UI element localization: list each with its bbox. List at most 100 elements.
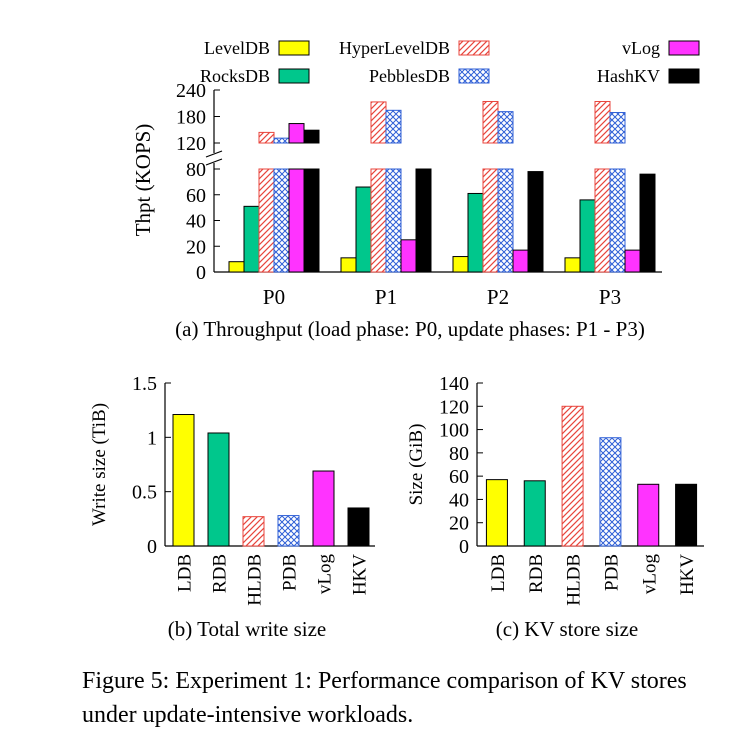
bar-lower — [594, 168, 611, 273]
bar — [312, 470, 335, 547]
y-tick-label: 0 — [147, 536, 157, 558]
y-tick-label: 120 — [439, 396, 469, 418]
write-size-chart: 0 0.5 1 1.5 Write size (TiB) LDB RDB HLDB PDB vLo… — [89, 373, 375, 641]
bar — [277, 515, 300, 547]
bar — [228, 261, 245, 273]
bar — [599, 437, 622, 547]
x-tick-label: P3 — [599, 285, 621, 309]
bar — [340, 257, 357, 273]
y-tick-label: 140 — [439, 373, 469, 395]
bar-upper — [497, 111, 514, 144]
x-tick-label: HKV — [350, 554, 371, 595]
bar-lower — [609, 168, 626, 273]
bar-lower — [482, 168, 499, 273]
x-tick-label: vLog — [315, 554, 336, 595]
x-tick-label: HKV — [677, 554, 698, 595]
y-tick-label: 240 — [176, 80, 206, 102]
bar-lower — [385, 168, 402, 273]
x-tick-label: vLog — [639, 554, 660, 595]
bar — [639, 173, 656, 273]
legend-swatch — [668, 40, 700, 56]
x-tick-label: HLDB — [564, 554, 585, 606]
y-tick-label: 1.5 — [132, 373, 157, 395]
legend-label: HashKV — [597, 66, 660, 86]
y-tick-label: 100 — [439, 420, 469, 442]
bar-upper — [273, 137, 290, 144]
bar-upper — [594, 100, 611, 144]
x-tick-label: RDB — [210, 554, 231, 593]
axis-break-mark — [205, 158, 223, 166]
bar — [172, 414, 195, 547]
bar — [523, 480, 546, 547]
x-tick-label: RDB — [526, 554, 547, 593]
legend-label: LevelDB — [204, 38, 270, 58]
bar-upper — [385, 109, 402, 144]
x-tick-label: P2 — [487, 285, 509, 309]
bar-lower — [258, 168, 275, 273]
x-tick-label: LDB — [175, 554, 196, 592]
bar — [675, 483, 698, 547]
y-tick-label: 60 — [449, 466, 469, 488]
y-tick-label: 40 — [449, 489, 469, 511]
legend-swatch — [278, 68, 310, 84]
bar-upper — [482, 100, 499, 144]
legend: LevelDB RocksDB HyperLevelDB PebblesDB vLog H… — [200, 38, 700, 86]
bar — [512, 249, 529, 273]
bar — [561, 405, 584, 547]
x-tick-label: P0 — [263, 285, 285, 309]
bar-upper — [258, 131, 275, 144]
legend-swatch — [458, 68, 490, 84]
bar — [467, 192, 484, 273]
bar — [637, 483, 660, 547]
bar — [579, 199, 596, 273]
bar — [624, 249, 641, 273]
bar-lower — [497, 168, 514, 273]
legend-label: RocksDB — [200, 66, 270, 86]
chart-caption: (c) KV store size — [496, 617, 638, 641]
bar-upper — [303, 129, 320, 144]
bar — [243, 205, 260, 273]
throughput-chart: 0 20 40 60 80 120 180 240 Thpt (KOPS) P0 P1 P2 P3 (a)… — [131, 80, 662, 341]
bar-lower — [273, 168, 290, 273]
chart-caption: (a) Throughput (load phase: P0, update p… — [175, 317, 645, 341]
bar — [452, 256, 469, 273]
y-tick-label: 180 — [176, 107, 206, 129]
x-tick-label: HLDB — [245, 554, 266, 606]
legend-label: HyperLevelDB — [339, 38, 450, 58]
y-tick-label: 80 — [449, 443, 469, 465]
bar-lower — [370, 168, 387, 273]
axis-break-mark — [205, 150, 223, 158]
y-tick-label: 120 — [176, 133, 206, 155]
bar — [355, 186, 372, 273]
bar-upper — [370, 101, 387, 144]
legend-swatch — [278, 40, 310, 56]
y-tick-label: 0.5 — [132, 482, 157, 504]
y-tick-label: 20 — [449, 513, 469, 535]
bar — [242, 516, 265, 547]
y-tick-label: 60 — [186, 185, 206, 207]
bar — [485, 479, 508, 547]
x-tick-label: PDB — [601, 554, 622, 591]
bar — [207, 432, 230, 547]
bar — [347, 507, 370, 547]
bar-upper — [609, 112, 626, 144]
y-axis-label: Size (GiB) — [406, 424, 427, 506]
bar — [415, 168, 432, 273]
x-tick-label: PDB — [280, 554, 301, 591]
y-tick-label: 1 — [147, 427, 157, 449]
legend-swatch — [458, 40, 490, 56]
y-tick-label: 80 — [186, 159, 206, 181]
legend-label: vLog — [622, 38, 660, 58]
y-tick-label: 20 — [186, 236, 206, 258]
y-axis-label: Write size (TiB) — [89, 403, 110, 526]
bar — [527, 171, 544, 273]
x-tick-label: P1 — [375, 285, 397, 309]
bar-lower — [303, 168, 320, 273]
legend-swatch — [668, 68, 700, 84]
y-tick-label: 0 — [196, 262, 206, 284]
y-tick-label: 0 — [459, 536, 469, 558]
y-axis-label: Thpt (KOPS) — [131, 124, 155, 237]
x-tick-label: LDB — [488, 554, 509, 592]
